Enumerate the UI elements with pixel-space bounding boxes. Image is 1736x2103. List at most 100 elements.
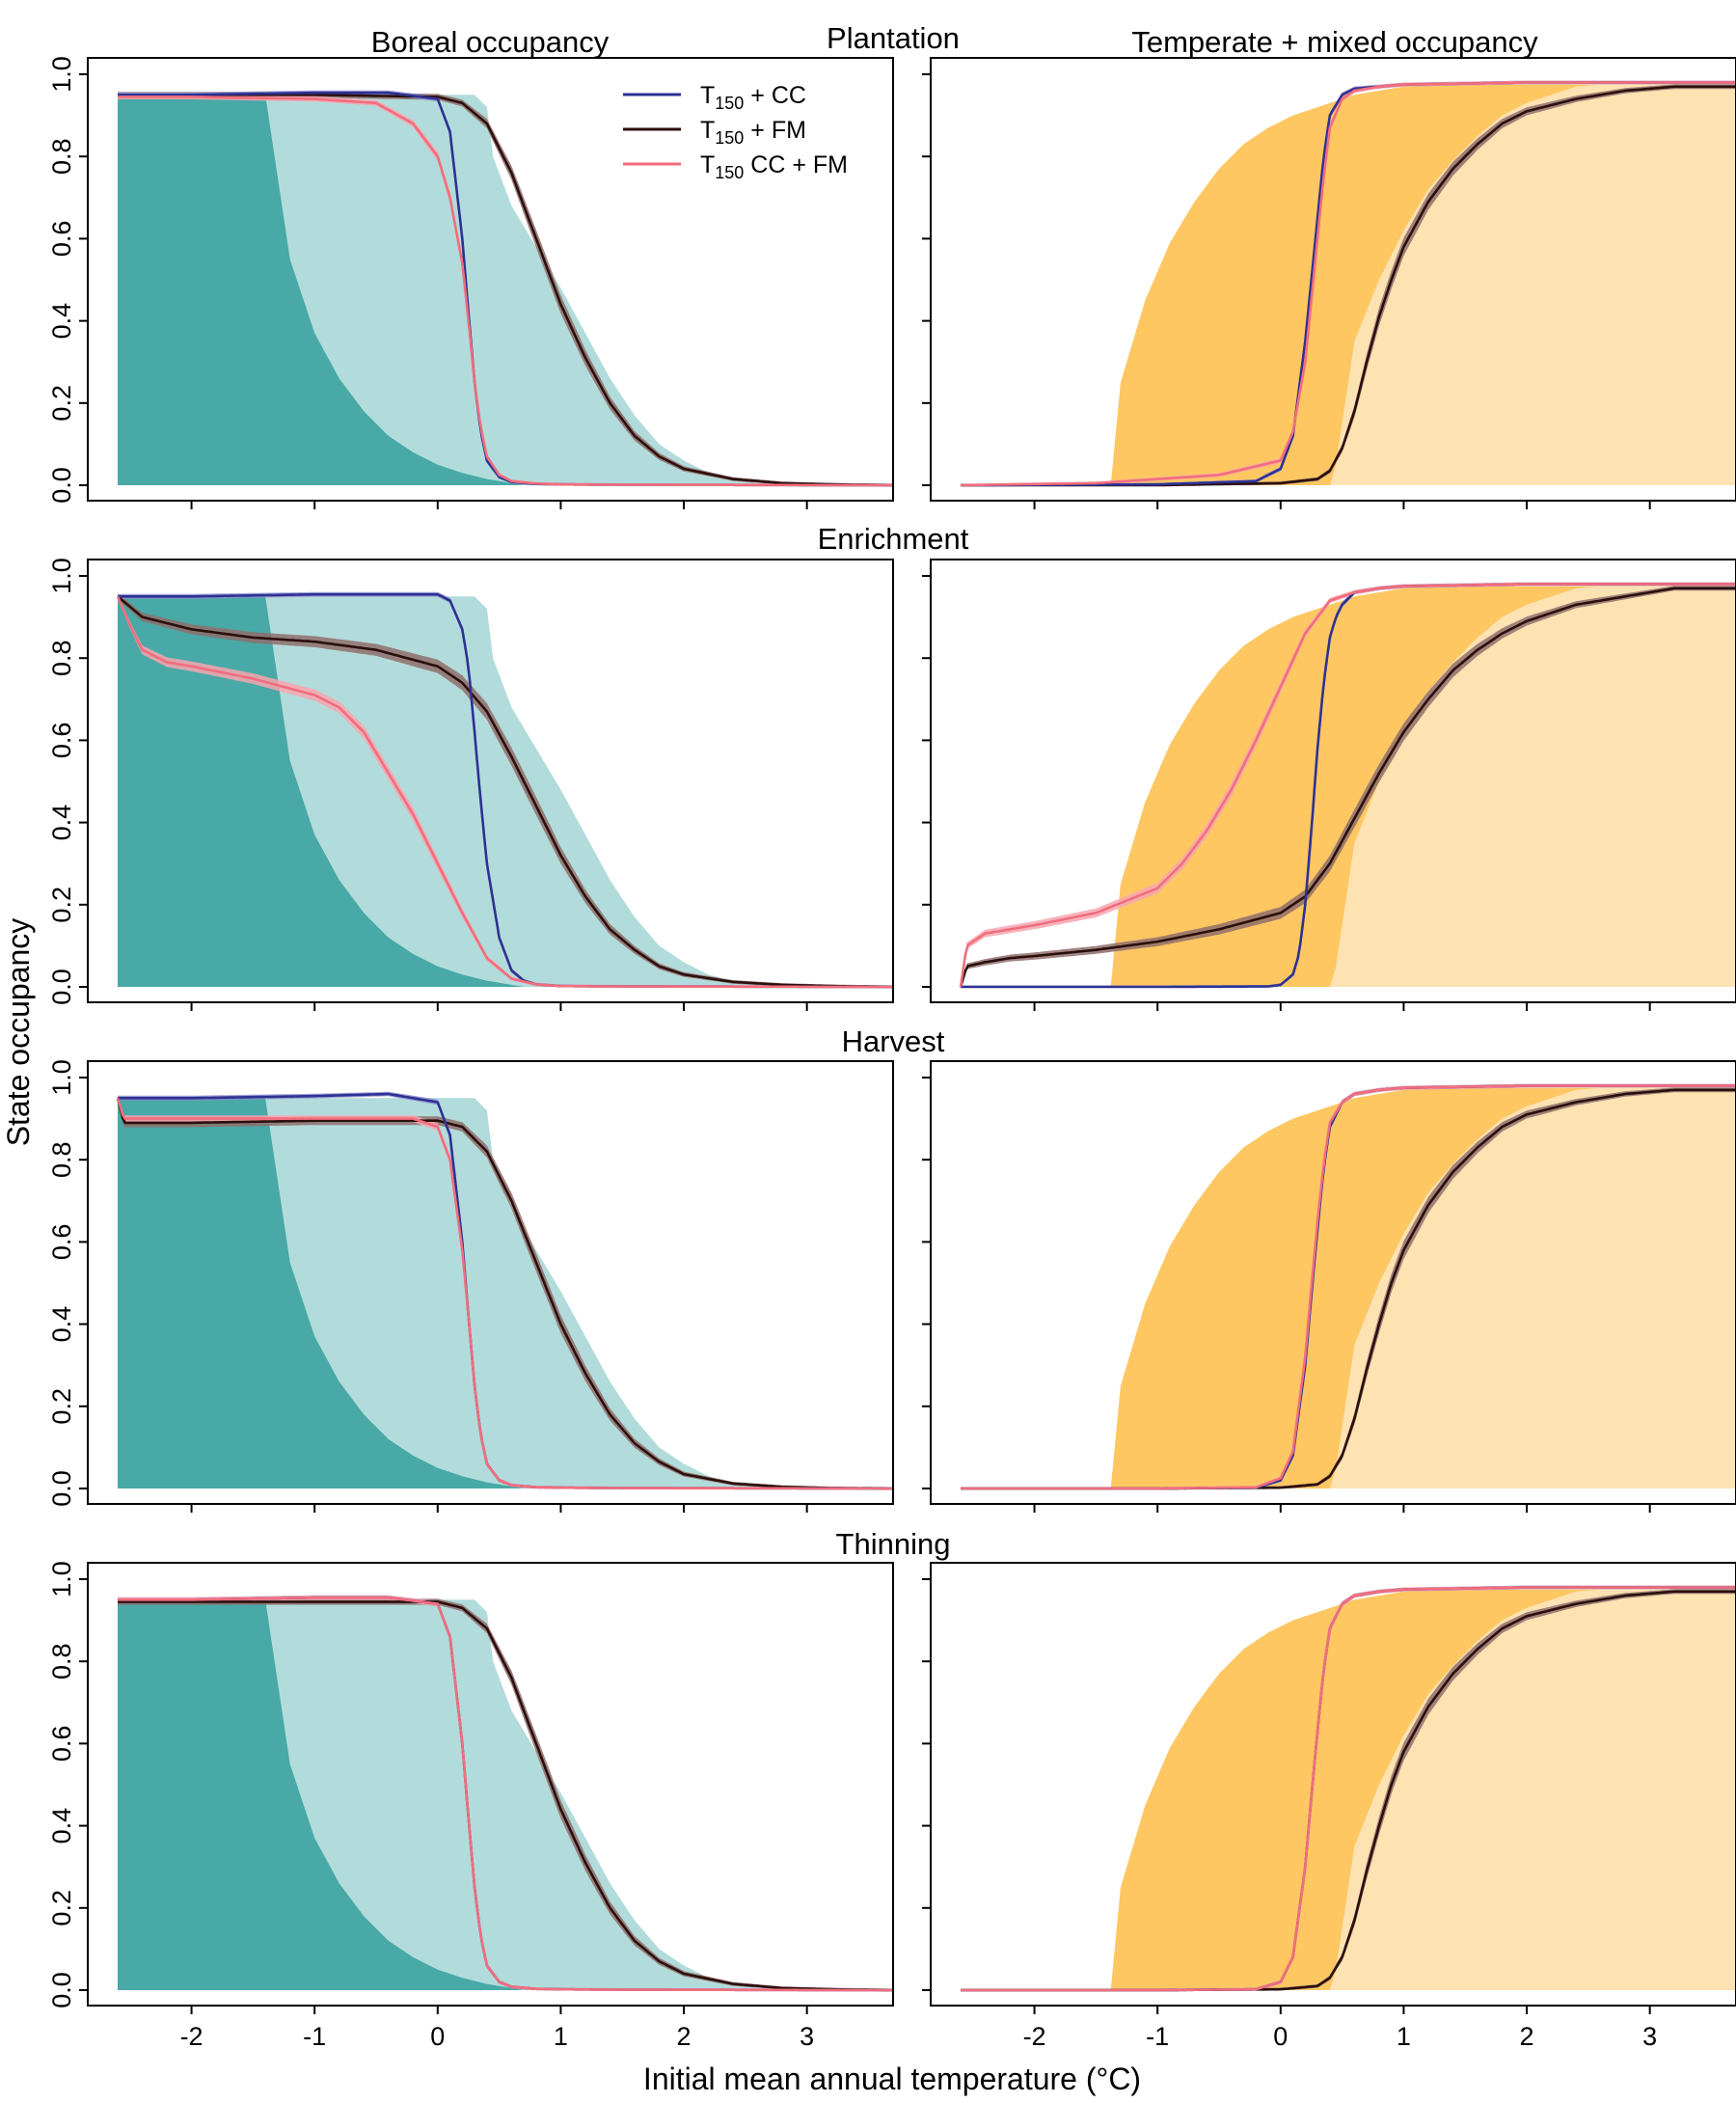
panel-temperate-enrichment [922,559,1736,1011]
column-title-temperate: Temperate + mixed occupancy [1131,25,1538,59]
temperate-light-area [1329,586,1736,987]
series-line-cc-fm [961,81,1736,487]
series-line-fm [117,595,893,989]
panel-frame [87,1060,894,1505]
x-tick-label: 3 [800,2022,814,2051]
series-line-fm [959,587,1736,988]
panel-frame [930,57,1736,502]
x-tick-label: 2 [677,2022,692,2051]
x-tick-label: 1 [554,2022,568,2051]
panel-frame [87,559,894,1003]
row-title-plantation: Plantation [827,21,960,55]
y-tick-label: 0.2 [47,887,76,923]
y-axis-label: State occupancy [1,918,36,1147]
y-tick-label: 0.8 [47,640,76,676]
row-title-enrichment: Enrichment [818,522,969,556]
plot-area [961,1083,1736,1490]
x-tick-label: -1 [1146,2022,1169,2051]
y-tick-label: 0.4 [47,1808,76,1844]
plot-area [116,1091,893,1490]
boreal-dark-area [118,596,525,987]
legend-item-fm: T150 + FM [623,117,806,148]
series-line-cc-fm [959,583,1736,988]
y-tick-label: 0.8 [47,1141,76,1178]
boreal-dark-area [118,95,525,486]
legend-label: T150 + FM [700,117,806,148]
plot-area [961,1585,1736,1992]
x-tick-label: 0 [1273,2022,1288,2051]
panel-boreal-harvest: 0.0 0.2 0.4 0.6 0.8 1.0 [47,1059,894,1513]
series-line-fm [116,1097,893,1490]
x-tick-label: 3 [1642,2022,1657,2051]
plot-area [118,90,893,487]
y-tick-label: 0.4 [47,805,76,841]
panel-temperate-harvest [922,1060,1736,1513]
panels: 0.00.20.40.60.81.00.00.20.40.60.81.00.00… [47,56,1736,2051]
panel-frame [930,1060,1736,1505]
legend-item-cc: T150 + CC [623,82,806,113]
plot-area [116,591,893,989]
panel-temperate-thinning: -2 -1 0 1 2 3 [922,1562,1736,2051]
panel-frame [87,57,894,502]
y-tick-label: 0.2 [47,1388,76,1425]
legend-item-cc-fm: T150 CC + FM [623,151,848,182]
y-tick-label: 0.0 [47,1972,76,2008]
panel-frame [87,1562,894,2007]
y-tick-label: 0.0 [47,969,76,1005]
y-tick-label: 0.2 [47,385,76,422]
panel-boreal-plantation: 0.0 0.2 0.4 0.6 0.8 1.0 [47,56,894,509]
x-tick-label: 0 [430,2022,445,2051]
x-tick-label: -2 [1023,2022,1046,2051]
y-tick-label: 0.6 [47,221,76,258]
x-tick-label: -1 [303,2022,326,2051]
panel-frame [930,559,1736,1003]
series-band-fm [118,593,893,987]
y-tick-label: 0.8 [47,1643,76,1680]
column-title-boreal: Boreal occupancy [371,25,610,59]
y-tick-label: 0.4 [47,303,76,340]
legend-label: T150 CC + FM [700,151,848,182]
y-tick-label: 1.0 [47,1059,76,1096]
y-tick-label: 1.0 [47,558,76,594]
y-tick-label: 0.4 [47,1306,76,1343]
boreal-dark-area [118,1599,525,1990]
panel-boreal-thinning: -2 -1 0 1 2 3 0.0 0.2 0.4 0.6 0.8 1.0 [47,1561,894,2051]
panel-temperate-plantation [922,57,1736,509]
y-tick-label: 0.0 [47,467,76,504]
series-line-fm [118,1600,893,1992]
series-line-cc-fm [116,595,893,989]
y-tick-label: 0.0 [47,1470,76,1507]
legend-label: T150 + CC [700,82,806,113]
panel-frame [930,1562,1736,2007]
plot-area [118,1595,893,1992]
y-tick-label: 1.0 [47,56,76,93]
x-tick-label: -2 [180,2022,203,2051]
temperate-light-area [1329,1087,1736,1488]
series-band-cc-fm [118,593,893,987]
panel-boreal-enrichment: 0.0 0.2 0.4 0.6 0.8 1.0 [47,558,894,1011]
series-line-cc-fm [118,96,893,487]
y-tick-label: 1.0 [47,1561,76,1598]
series-line-cc-fm [961,1084,1736,1490]
series-line-cc-fm [961,1586,1736,1992]
x-tick-label: 2 [1520,2022,1534,2051]
row-title-harvest: Harvest [842,1024,945,1058]
y-tick-label: 0.6 [47,1726,76,1762]
y-tick-label: 0.6 [47,1224,76,1261]
boreal-dark-area [118,1098,525,1488]
y-tick-label: 0.8 [47,138,76,175]
series-band-cc-fm [961,582,1736,987]
y-tick-label: 0.6 [47,723,76,759]
plot-area [959,582,1736,989]
plot-area [961,80,1736,487]
x-tick-label: 1 [1397,2022,1411,2051]
x-axis-label: Initial mean annual temperature (°C) [643,2062,1141,2096]
y-tick-label: 0.2 [47,1890,76,1926]
series-line-cc-fm [118,1596,893,1992]
row-title-thinning: Thinning [836,1527,951,1561]
temperate-light-area [1329,84,1736,485]
temperate-light-area [1329,1589,1736,1990]
